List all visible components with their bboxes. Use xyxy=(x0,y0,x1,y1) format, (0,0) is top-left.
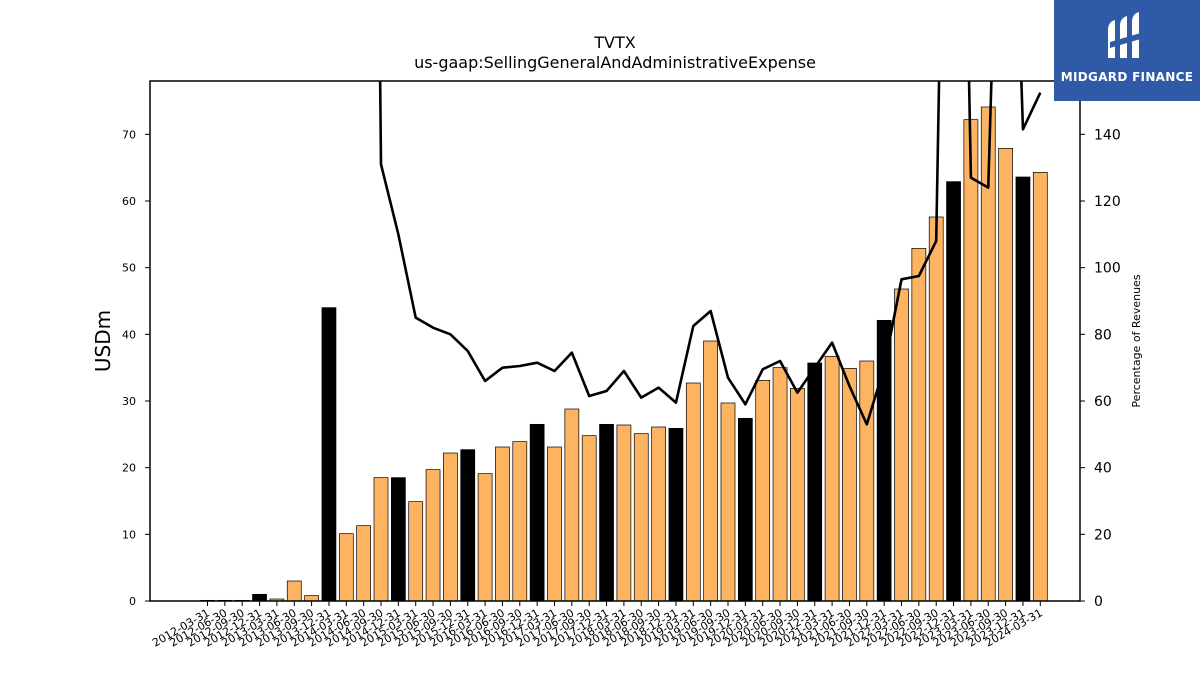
bar-2017-12-31 xyxy=(599,423,614,602)
bar-2015-06-30 xyxy=(425,469,441,602)
bar-2014-06-30 xyxy=(356,525,371,602)
brand-logo: MIDGARD FINANCE xyxy=(1054,0,1200,101)
bar-2016-09-30 xyxy=(512,441,528,602)
bar-2016-06-30 xyxy=(495,446,510,602)
bar-2018-03-31 xyxy=(616,424,632,602)
bar-2019-09-30 xyxy=(720,402,736,602)
bar-2017-09-30 xyxy=(581,435,597,602)
bar-2023-09-30 xyxy=(998,147,1013,602)
y-tick-label: 50 xyxy=(122,262,136,275)
bar-series xyxy=(200,106,1048,602)
plot-frame xyxy=(149,80,1081,602)
bar-2017-06-30 xyxy=(564,408,580,602)
bar-2016-12-31 xyxy=(529,423,545,602)
bar-2020-12-31 xyxy=(807,362,823,602)
bar-2019-06-30 xyxy=(703,340,719,602)
bar-2023-12-31 xyxy=(1015,176,1031,602)
bar-2018-09-30 xyxy=(651,426,666,602)
y2-tick-label: 60 xyxy=(1094,394,1112,410)
pct-revenue-series xyxy=(378,81,1042,426)
y2-tick-label: 80 xyxy=(1094,327,1112,343)
bar-2022-09-30 xyxy=(928,216,944,602)
bar-2015-03-31 xyxy=(408,501,424,602)
bar-2014-09-30 xyxy=(373,477,389,602)
bar-2020-03-31 xyxy=(755,379,771,602)
bar-2021-09-30 xyxy=(859,360,875,602)
x-axis: 2012-03-312012-06-302012-09-302012-12-31… xyxy=(150,601,1045,650)
bar-2014-12-31 xyxy=(391,477,406,602)
y2-tick-label: 40 xyxy=(1094,461,1112,477)
brand-name: MIDGARD FINANCE xyxy=(1060,70,1194,84)
y2-tick-label: 20 xyxy=(1094,527,1112,543)
bar-2019-12-31 xyxy=(737,417,753,602)
bar-2013-12-31 xyxy=(321,307,337,602)
bar-2015-12-31 xyxy=(460,449,476,602)
bar-2020-06-30 xyxy=(772,367,788,602)
pct-revenue-line xyxy=(378,81,1042,426)
y-axis-right: 0 20 40 60 80 100 120 140 xyxy=(1080,127,1121,610)
y2-tick-label: 0 xyxy=(1094,594,1103,610)
y-tick-label: 0 xyxy=(129,595,136,608)
midgard-logo-icon xyxy=(1108,12,1144,58)
bar-2022-03-31 xyxy=(894,288,909,602)
bar-2022-06-30 xyxy=(911,247,927,602)
y2-axis-label: Percentage of Revenues xyxy=(1130,274,1143,407)
bar-2023-03-31 xyxy=(963,119,979,602)
bar-2024-03-31 xyxy=(1032,171,1048,602)
y-tick-label: 40 xyxy=(122,328,136,341)
bar-2018-12-31 xyxy=(668,427,684,602)
y-tick-label: 10 xyxy=(122,528,136,541)
bar-2021-06-30 xyxy=(842,367,857,602)
chart-subtitle: us-gaap:SellingGeneralAndAdministrativeE… xyxy=(414,53,816,72)
y-tick-label: 20 xyxy=(122,462,136,475)
bar-2014-03-31 xyxy=(338,533,354,602)
bar-2019-03-31 xyxy=(685,382,701,602)
y-tick-label: 30 xyxy=(122,395,136,408)
y-axis-label: USDm xyxy=(91,310,115,372)
bar-2022-12-31 xyxy=(946,181,961,602)
bar-2015-09-30 xyxy=(443,452,458,602)
y-tick-label: 60 xyxy=(122,195,136,208)
chart-title: TVTX xyxy=(593,33,635,52)
y2-tick-label: 100 xyxy=(1094,261,1121,277)
bar-2012-12-31 xyxy=(252,593,267,602)
bar-2013-06-30 xyxy=(286,580,302,602)
y2-tick-label: 120 xyxy=(1094,194,1121,210)
bar-2020-09-30 xyxy=(790,387,805,602)
bar-2018-06-30 xyxy=(633,433,649,602)
y-axis-left: 0 10 20 30 40 50 60 70 xyxy=(122,128,150,608)
bar-2017-03-31 xyxy=(547,446,562,602)
y-tick-label: 70 xyxy=(122,128,136,141)
bar-2013-09-30 xyxy=(304,595,319,602)
y2-tick-label: 140 xyxy=(1094,127,1121,143)
bar-2021-03-31 xyxy=(824,355,840,602)
bar-2016-03-31 xyxy=(477,473,493,602)
